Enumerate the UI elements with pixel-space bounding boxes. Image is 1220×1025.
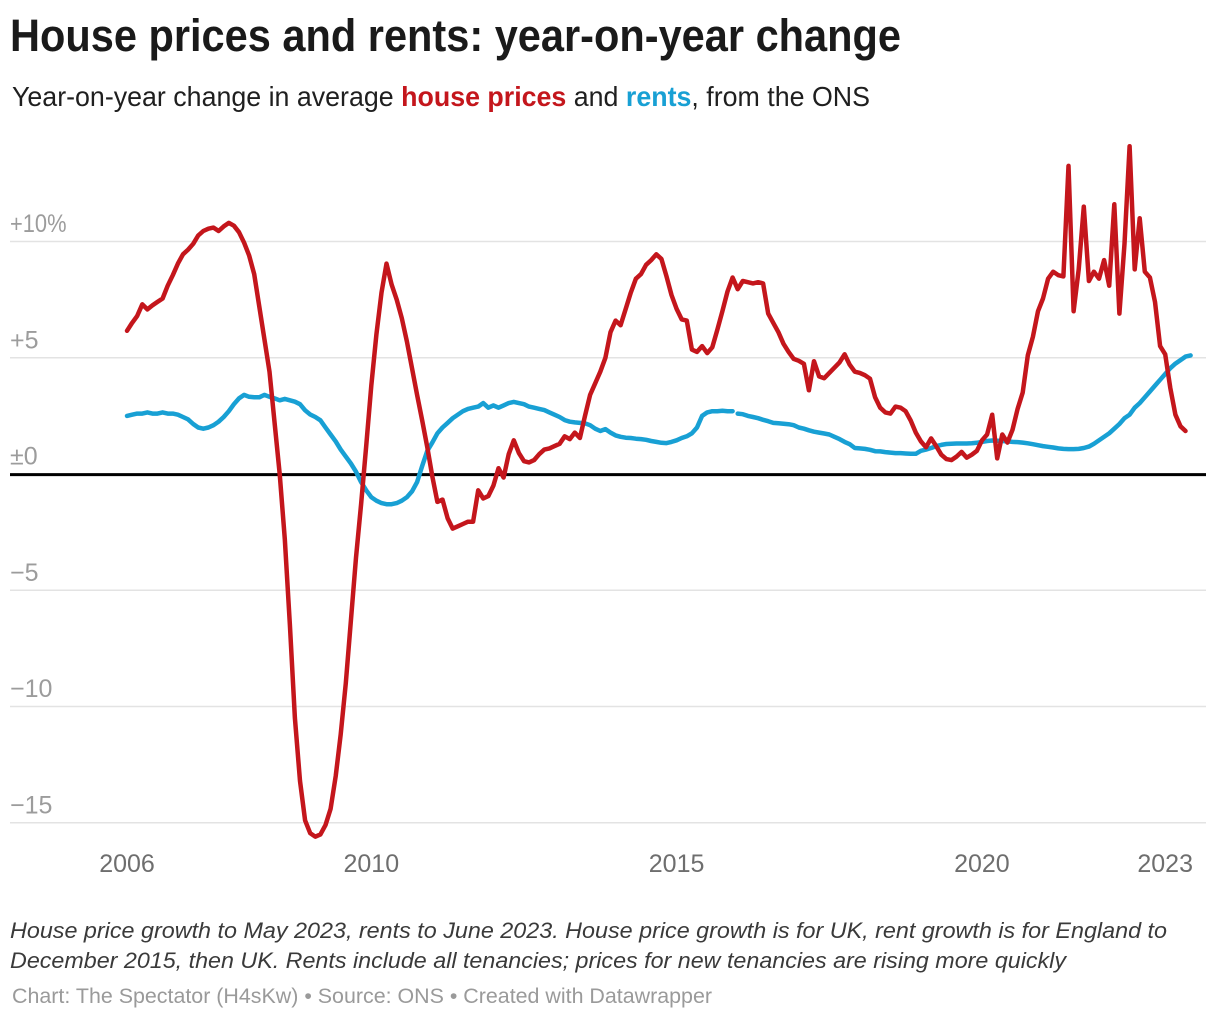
svg-text:2010: 2010	[343, 850, 399, 878]
svg-text:−10: −10	[10, 675, 52, 703]
svg-text:2015: 2015	[649, 850, 705, 878]
svg-text:2006: 2006	[99, 850, 155, 878]
svg-text:Year-on-year change in average: Year-on-year change in average house pri…	[12, 81, 870, 112]
svg-text:2023: 2023	[1137, 850, 1193, 878]
svg-text:2020: 2020	[954, 850, 1010, 878]
svg-text:Chart: The Spectator (H4sKw) •: Chart: The Spectator (H4sKw) • Source: O…	[12, 985, 712, 1008]
svg-text:House prices and rents: year-o: House prices and rents: year-on-year cha…	[10, 10, 901, 61]
svg-text:+10%: +10%	[10, 210, 67, 238]
svg-text:+5: +5	[10, 326, 39, 354]
svg-text:House price growth to May 2023: House price growth to May 2023, rents to…	[10, 918, 1167, 943]
svg-text:−5: −5	[10, 559, 39, 587]
svg-text:−15: −15	[10, 791, 52, 819]
svg-text:±0: ±0	[10, 443, 38, 471]
svg-text:December 2015, then UK. Rents: December 2015, then UK. Rents include al…	[10, 948, 1068, 973]
